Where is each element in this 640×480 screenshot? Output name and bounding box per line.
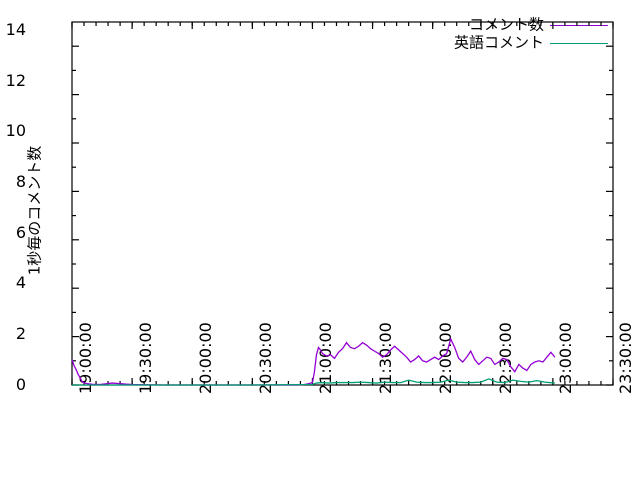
y-tick-label-14: 14 — [5, 20, 26, 39]
series-line-comment-count — [71, 337, 556, 386]
plot-frame — [71, 21, 614, 386]
y-tick-label-12: 12 — [5, 71, 26, 90]
axis-ticks — [71, 22, 614, 386]
y-tick-label-10: 10 — [5, 121, 26, 140]
data-series-group — [71, 337, 556, 386]
legend-line-sample-comment-count — [550, 25, 608, 26]
y-tick-label-6: 6 — [15, 223, 26, 242]
series-line-english-comment — [72, 378, 555, 386]
y-tick-label-2: 2 — [15, 324, 26, 343]
y-tick-label-0: 0 — [15, 375, 26, 394]
y-tick-label-8: 8 — [15, 172, 26, 191]
legend-label-comment-count: コメント数 — [468, 15, 544, 34]
legend-label-english-comment: 英語コメント — [453, 33, 544, 52]
legend-line-sample-english-comment — [550, 43, 608, 44]
y-tick-label-4: 4 — [15, 273, 26, 292]
